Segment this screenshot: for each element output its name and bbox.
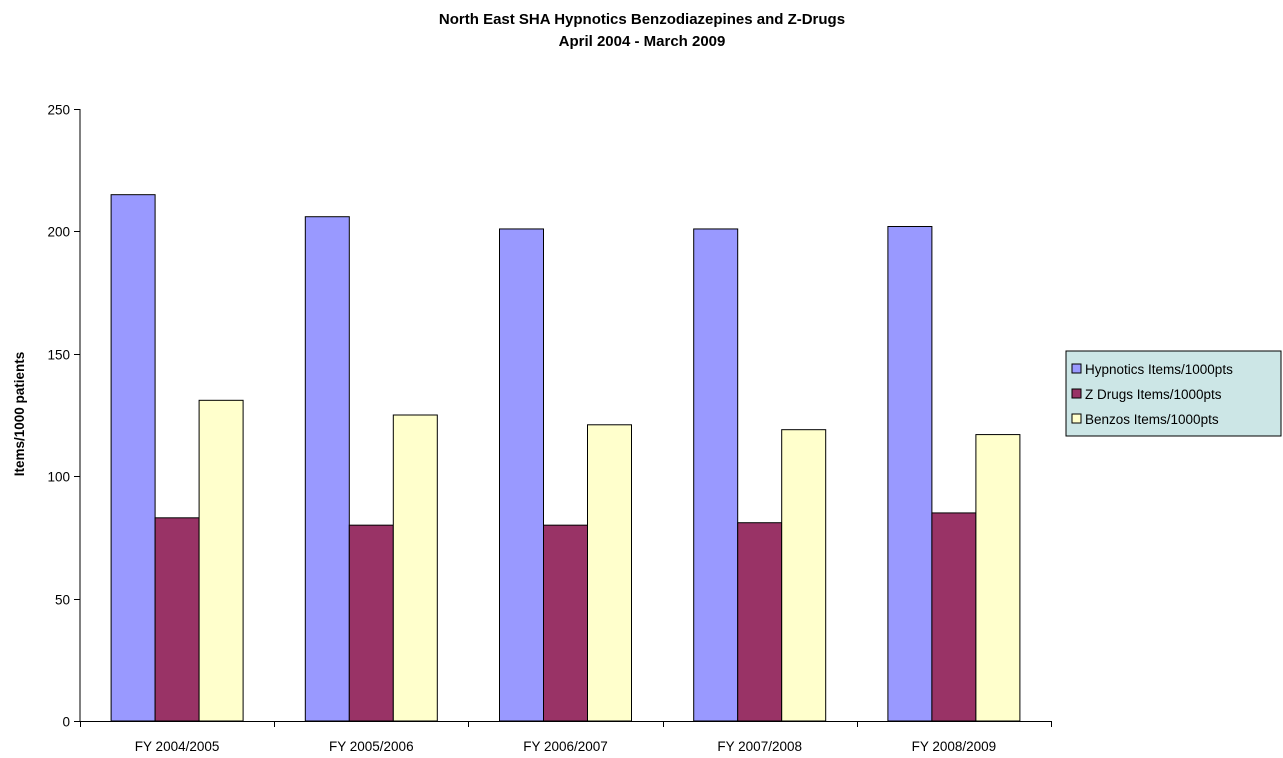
y-tick-label: 100 [47, 470, 70, 485]
y-tick-label: 150 [47, 348, 70, 363]
bar [154, 517, 200, 722]
x-tick-label: FY 2007/2008 [717, 739, 802, 754]
bar [499, 228, 544, 722]
x-axis: FY 2004/2005 FY 2005/2006 FY 2006/2007 FY 2… [80, 721, 1052, 754]
bar [975, 434, 1021, 722]
y-tick-label: 0 [62, 715, 70, 730]
x-tick-label: FY 2005/2006 [329, 739, 414, 754]
bar [110, 194, 156, 722]
x-tick-label: FY 2008/2009 [912, 739, 997, 754]
bars [110, 194, 1021, 722]
bar [348, 524, 394, 722]
legend-swatch [1071, 363, 1082, 374]
y-axis-title: Items/1000 patients [12, 352, 27, 477]
legend-label: Z Drugs Items/1000pts [1085, 387, 1222, 402]
bar [781, 429, 827, 722]
legend-swatch [1071, 388, 1082, 399]
y-axis: 0 50 100 150 200 250 [47, 103, 81, 730]
x-tick-label: FY 2006/2007 [523, 739, 608, 754]
legend-swatch [1071, 413, 1082, 424]
legend-label: Benzos Items/1000pts [1085, 412, 1219, 427]
bar [198, 399, 244, 722]
y-tick-label: 200 [47, 225, 70, 240]
legend-label: Hypnotics Items/1000pts [1085, 362, 1233, 377]
legend-box [1065, 350, 1282, 437]
chart-subtitle: April 2004 - March 2009 [559, 33, 726, 50]
y-tick-label: 50 [55, 593, 70, 608]
bar [887, 226, 933, 722]
x-tick-label: FY 2004/2005 [135, 739, 220, 754]
legend: Hypnotics Items/1000pts Z Drugs Items/100… [1065, 350, 1282, 437]
bar [587, 424, 632, 722]
bar [543, 524, 588, 722]
bar [737, 522, 783, 722]
chart-title: North East SHA Hypnotics Benzodiazepines… [439, 11, 845, 28]
bar [304, 216, 350, 722]
bar [931, 512, 977, 722]
bar [392, 414, 438, 722]
bar [693, 228, 739, 722]
y-tick-label: 250 [47, 103, 70, 118]
